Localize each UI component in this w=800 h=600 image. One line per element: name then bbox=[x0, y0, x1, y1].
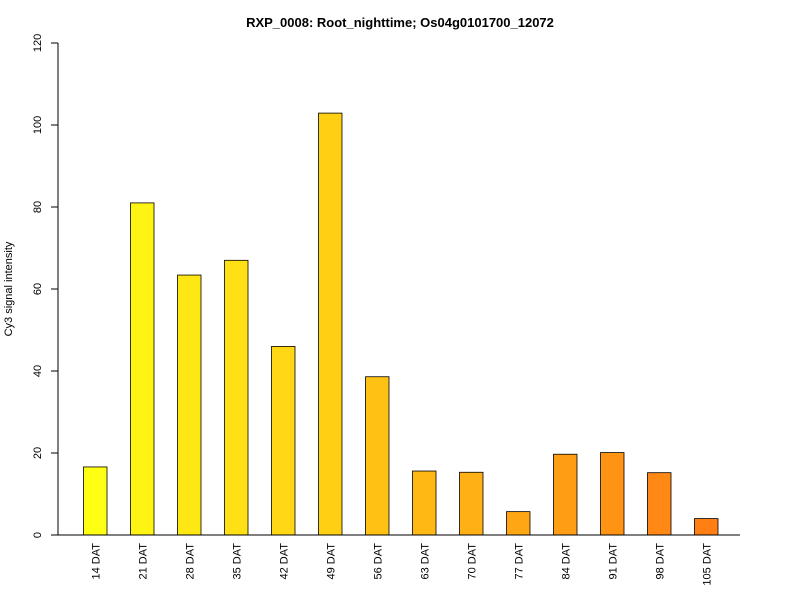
x-tick-label: 42 DAT bbox=[278, 543, 290, 580]
x-tick-label: 63 DAT bbox=[419, 543, 431, 580]
bar-21-dat bbox=[130, 202, 155, 536]
bar-35-dat bbox=[224, 259, 249, 536]
y-tick-label: 80 bbox=[32, 201, 44, 213]
y-tick-label: 0 bbox=[32, 532, 44, 538]
bar-63-dat bbox=[412, 470, 437, 536]
y-axis-label: Cy3 signal intensity bbox=[3, 241, 15, 336]
bars-layer bbox=[83, 112, 719, 536]
x-tick-label: 35 DAT bbox=[231, 543, 243, 580]
x-tick-label: 98 DAT bbox=[654, 543, 666, 580]
y-tick-label: 120 bbox=[32, 34, 44, 52]
bar-42-dat bbox=[271, 345, 296, 536]
x-axis: 14 DAT 21 DAT 28 DAT 35 DAT 42 DAT 49 DAT 56 D… bbox=[58, 534, 740, 586]
bar-70-dat bbox=[459, 471, 484, 536]
bar-98-dat bbox=[647, 472, 672, 536]
x-tick-label: 14 DAT bbox=[90, 543, 102, 580]
x-tick-label: 49 DAT bbox=[325, 543, 337, 580]
y-tick-label: 100 bbox=[32, 116, 44, 134]
x-tick-label: 84 DAT bbox=[560, 543, 572, 580]
x-tick-label: 77 DAT bbox=[513, 543, 525, 580]
bar-28-dat bbox=[177, 274, 202, 536]
bar-105-dat bbox=[694, 518, 719, 536]
x-tick-label: 91 DAT bbox=[607, 543, 619, 580]
x-tick-label: 70 DAT bbox=[466, 543, 478, 580]
x-tick-label: 21 DAT bbox=[137, 543, 149, 580]
bar-56-dat bbox=[365, 376, 390, 536]
chart-title: RXP_0008: Root_nighttime; Os04g0101700_1… bbox=[246, 15, 554, 30]
x-tick-label: 56 DAT bbox=[372, 543, 384, 580]
y-tick-label: 40 bbox=[32, 365, 44, 377]
y-axis: 0 20 40 60 80 100 120 bbox=[32, 34, 59, 538]
y-tick-label: 20 bbox=[32, 447, 44, 459]
x-tick-label: 28 DAT bbox=[184, 543, 196, 580]
x-tick-label: 105 DAT bbox=[701, 543, 713, 586]
bar-14-dat bbox=[83, 466, 108, 536]
bar-84-dat bbox=[553, 453, 578, 536]
bar-91-dat bbox=[600, 452, 625, 536]
bar-77-dat bbox=[506, 511, 531, 536]
y-tick-label: 60 bbox=[32, 283, 44, 295]
bar-49-dat bbox=[318, 112, 343, 536]
